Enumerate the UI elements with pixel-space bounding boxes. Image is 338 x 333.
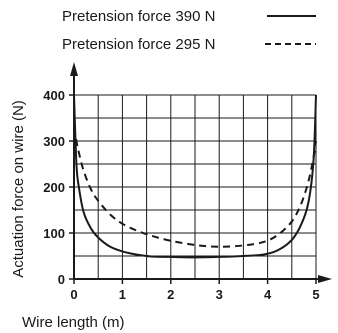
x-tick-label-1: 1 xyxy=(119,287,126,302)
legend-label-series-0: Pretension force 390 N xyxy=(62,8,215,25)
x-tick-label-4: 4 xyxy=(264,287,272,302)
series-line-1 xyxy=(73,127,317,248)
y-tick-label-2: 200 xyxy=(43,180,65,195)
x-axis-arrow-icon xyxy=(318,275,332,283)
legend-label-series-1: Pretension force 295 N xyxy=(62,36,215,53)
x-tick-label-2: 2 xyxy=(167,287,174,302)
y-tick-label-0: 0 xyxy=(58,272,65,287)
x-tick-label-0: 0 xyxy=(70,287,77,302)
x-tick-label-5: 5 xyxy=(312,287,319,302)
x-tick-label-3: 3 xyxy=(216,287,223,302)
y-tick-label-4: 400 xyxy=(43,88,65,103)
y-axis-label: Actuation force on wire (N) xyxy=(10,100,27,278)
legend: Pretension force 390 N Pretension force … xyxy=(62,8,316,53)
y-axis-arrow-icon xyxy=(70,62,78,76)
series-line-0 xyxy=(73,94,317,259)
x-axis-label: Wire length (m) xyxy=(22,314,125,331)
y-tick-labels: 0 100 200 300 400 xyxy=(43,88,74,287)
x-tick-labels: 0 1 2 3 4 5 xyxy=(70,279,320,302)
y-tick-label-1: 100 xyxy=(43,226,65,241)
y-tick-label-3: 300 xyxy=(43,134,65,149)
grid xyxy=(74,94,317,279)
series-layer xyxy=(73,94,317,259)
